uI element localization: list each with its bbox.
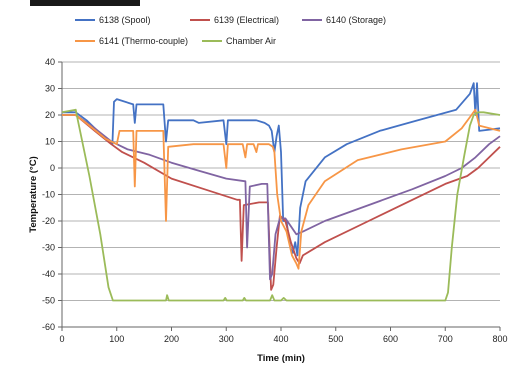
y-tick-label: 10 <box>45 137 55 147</box>
y-tick-label: -50 <box>42 296 55 306</box>
series-line-3 <box>62 114 501 281</box>
x-tick-label: 300 <box>219 334 234 344</box>
x-tick-label: 800 <box>492 334 507 344</box>
legend-label-5: Chamber Air <box>226 36 276 46</box>
legend-label-2: 6139 (Electrical) <box>214 15 279 25</box>
y-tick-label: -30 <box>42 243 55 253</box>
x-tick-label: 400 <box>273 334 288 344</box>
y-tick-label: -20 <box>42 216 55 226</box>
x-tick-label: 100 <box>109 334 124 344</box>
y-axis-title: Temperature (°C) <box>28 156 39 232</box>
y-tick-label: 20 <box>45 110 55 120</box>
y-tick-label: 40 <box>45 57 55 67</box>
y-tick-label: -40 <box>42 269 55 279</box>
series-line-2 <box>62 114 501 291</box>
x-tick-label: 700 <box>438 334 453 344</box>
series-line-1 <box>62 82 501 257</box>
y-tick-label: 30 <box>45 84 55 94</box>
clipped-title-fragment <box>30 0 140 6</box>
x-axis-title: Time (min) <box>257 353 305 364</box>
series-line-5 <box>61 108 501 302</box>
y-tick-label: 0 <box>50 163 55 173</box>
series-line-4 <box>62 108 501 270</box>
legend-label-4: 6141 (Thermo-couple) <box>99 36 188 46</box>
x-tick-label: 200 <box>164 334 179 344</box>
legend: 6138 (Spool) 6139 (Electrical) 6140 (Stora… <box>75 15 386 46</box>
y-tick-label: -60 <box>42 322 55 332</box>
x-tick-label: 0 <box>59 334 64 344</box>
x-tick-label: 500 <box>328 334 343 344</box>
y-tick-label: -10 <box>42 190 55 200</box>
legend-label-1: 6138 (Spool) <box>99 15 151 25</box>
legend-label-3: 6140 (Storage) <box>326 15 386 25</box>
x-tick-label: 600 <box>383 334 398 344</box>
